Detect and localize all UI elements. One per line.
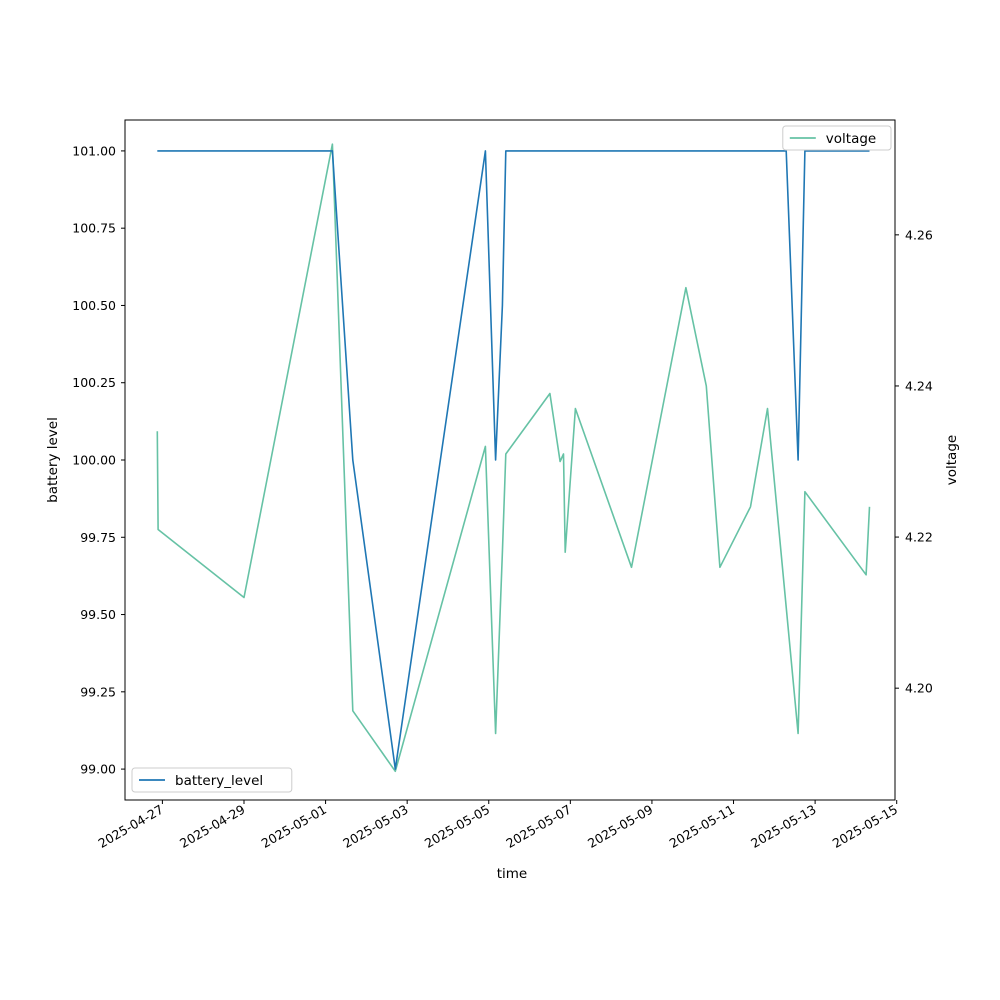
- y-left-tick-label: 100.50: [72, 298, 116, 313]
- legend-voltage: voltage: [782, 125, 892, 151]
- x-axis-title: time: [497, 866, 528, 882]
- y-axis-right-title: voltage: [944, 435, 960, 485]
- y-left-tick-label: 99.50: [80, 607, 116, 622]
- y-left-tick-label: 99.75: [80, 530, 116, 545]
- y-right-tick-label: 4.26: [905, 227, 933, 242]
- y-right-tick-label: 4.24: [905, 378, 933, 393]
- series-line-voltage: [156, 143, 871, 773]
- y-right-tick-label: 4.20: [905, 681, 933, 696]
- legend-label: battery_level: [175, 773, 263, 789]
- y-right-tick-label: 4.22: [905, 530, 933, 545]
- legend-battery-level: battery_level: [131, 767, 293, 793]
- y-left-tick-label: 100.25: [72, 375, 116, 390]
- y-axis-left-title: battery level: [45, 417, 61, 503]
- y-left-tick-label: 100.00: [72, 453, 116, 468]
- y-left-tick-label: 101.00: [72, 143, 116, 158]
- legend-box: [131, 767, 293, 793]
- legend-label: voltage: [826, 131, 876, 147]
- y-left-tick-label: 99.25: [80, 684, 116, 699]
- legend-box: [782, 125, 892, 151]
- series-line-battery-level: [157, 150, 870, 770]
- y-left-tick-label: 100.75: [72, 221, 116, 236]
- y-left-tick-label: 99.00: [80, 762, 116, 777]
